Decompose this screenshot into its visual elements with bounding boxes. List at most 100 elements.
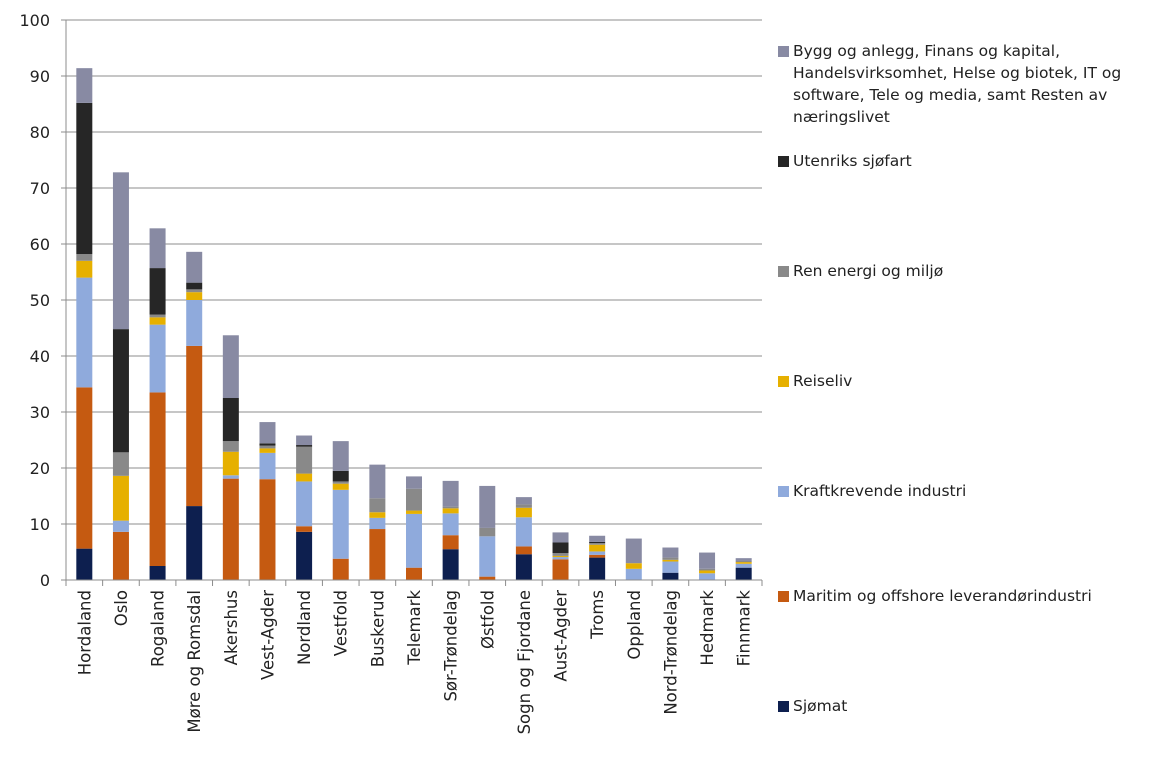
- x-category-label: Troms: [588, 590, 607, 640]
- bar-segment: [296, 531, 313, 580]
- x-category-label: Østfold: [478, 590, 497, 649]
- bar-segment: [76, 387, 93, 549]
- legend-label: Utenriks sjøfart: [793, 152, 912, 170]
- y-tick-label: 30: [30, 403, 50, 422]
- bar-segment: [332, 558, 349, 580]
- y-tick-label: 90: [30, 67, 50, 86]
- bar-segment: [76, 277, 93, 388]
- bar-segment: [589, 543, 606, 545]
- x-category-label: Telemark: [405, 590, 424, 666]
- bar-segment: [259, 448, 276, 453]
- bar-segment: [76, 260, 93, 278]
- bar-segment: [332, 489, 349, 559]
- bar-segment: [259, 452, 276, 480]
- legend-swatch: [778, 156, 789, 167]
- bar-segment: [589, 544, 606, 552]
- bar-segment: [662, 572, 679, 580]
- legend-item: Utenriks sjøfart: [778, 150, 912, 172]
- bar-segment: [699, 552, 716, 569]
- x-category-label: Oppland: [625, 590, 644, 660]
- bar-segment: [259, 422, 276, 444]
- bar-segment: [515, 546, 532, 555]
- x-category-label: Oslo: [112, 590, 131, 626]
- bar-segment: [515, 507, 532, 518]
- bar-segment: [149, 314, 166, 318]
- bar-segment: [186, 300, 203, 346]
- bar-segment: [589, 551, 606, 555]
- bar-segment: [296, 435, 313, 446]
- gridlines: [66, 19, 762, 581]
- bar-segment: [296, 481, 313, 527]
- bar-segment: [442, 513, 459, 536]
- bar-segment: [112, 520, 129, 532]
- legend-swatch: [778, 376, 789, 387]
- x-category-label: Hedmark: [698, 590, 717, 666]
- bar-segment: [442, 480, 459, 507]
- bar-segment: [296, 526, 313, 532]
- bar-segment: [699, 568, 716, 571]
- y-tick-label: 20: [30, 459, 50, 478]
- bar-segment: [149, 317, 166, 325]
- bar-segment: [76, 254, 93, 261]
- bar-segment: [442, 549, 459, 580]
- bar-segment: [515, 497, 532, 505]
- x-category-label: Rogaland: [149, 590, 168, 667]
- bar-segment: [406, 567, 422, 580]
- bar-segment: [259, 479, 276, 580]
- legend-item: Maritim og offshore leverandørindustri: [778, 585, 1092, 607]
- bar-segment: [406, 510, 422, 514]
- y-tick-label: 0: [40, 571, 50, 590]
- legend-item: Sjømat: [778, 695, 847, 717]
- x-category-label: Vest-Agder: [258, 590, 277, 680]
- legend-label: Kraftkrevende industri: [793, 482, 967, 500]
- bar-segment: [296, 445, 313, 447]
- bar-segment: [186, 345, 203, 507]
- x-category-label: Møre og Romsdal: [185, 590, 204, 733]
- y-tick-label: 40: [30, 347, 50, 366]
- bar-segment: [406, 488, 422, 511]
- bar-segment: [76, 548, 93, 580]
- bar-segment: [479, 576, 496, 580]
- bar-segment: [222, 451, 239, 476]
- bar-segment: [515, 517, 532, 547]
- bar-segment: [662, 561, 679, 573]
- bar-segment: [222, 398, 239, 442]
- bar-segment: [735, 563, 752, 568]
- bar-segment: [442, 535, 459, 550]
- bar-segment: [442, 508, 459, 514]
- chart-legend: Bygg og anlegg, Finans og kapital, Hande…: [778, 0, 1168, 780]
- bar-segment: [735, 560, 752, 563]
- bar-segment: [296, 473, 313, 482]
- bar-segment: [149, 268, 166, 315]
- bar-segment: [186, 251, 203, 283]
- x-category-label: Akershus: [222, 590, 241, 665]
- legend-label: Sjømat: [793, 697, 848, 715]
- bar-segment: [369, 498, 386, 513]
- bar-segment: [149, 228, 166, 269]
- legend-item: Bygg og anlegg, Finans og kapital, Hande…: [778, 40, 1123, 128]
- bar-segment: [699, 570, 716, 574]
- legend-label: Reiseliv: [793, 372, 853, 390]
- bar-segment: [186, 289, 203, 293]
- bar-segment: [479, 527, 496, 537]
- bar-segment: [662, 557, 679, 560]
- bar-segment: [76, 102, 93, 255]
- bar-segment: [735, 562, 752, 564]
- y-tick-label: 50: [30, 291, 50, 310]
- bar-segment: [662, 547, 679, 558]
- stacked-bar-chart: 0 10 20 30 40 50 60 70 80 90 100 Hordaland Oslo Roga…: [19, 11, 763, 734]
- bar-segment: [186, 292, 203, 300]
- bar-segment: [442, 506, 459, 509]
- bar-segment: [479, 485, 496, 528]
- x-axis: Hordaland Oslo Rogaland Møre og Romsdal Aker…: [65, 579, 763, 734]
- legend-label: Maritim og offshore leverandørindustri: [793, 587, 1092, 605]
- bar-segment: [369, 464, 386, 499]
- bar-segment: [735, 567, 752, 580]
- bar-segment: [552, 553, 569, 556]
- bar-segment: [112, 172, 129, 330]
- bar-segment: [332, 441, 349, 471]
- legend-swatch: [778, 46, 789, 57]
- bar-segment: [552, 532, 569, 543]
- bar-segment: [296, 446, 313, 474]
- y-tick-label: 70: [30, 179, 50, 198]
